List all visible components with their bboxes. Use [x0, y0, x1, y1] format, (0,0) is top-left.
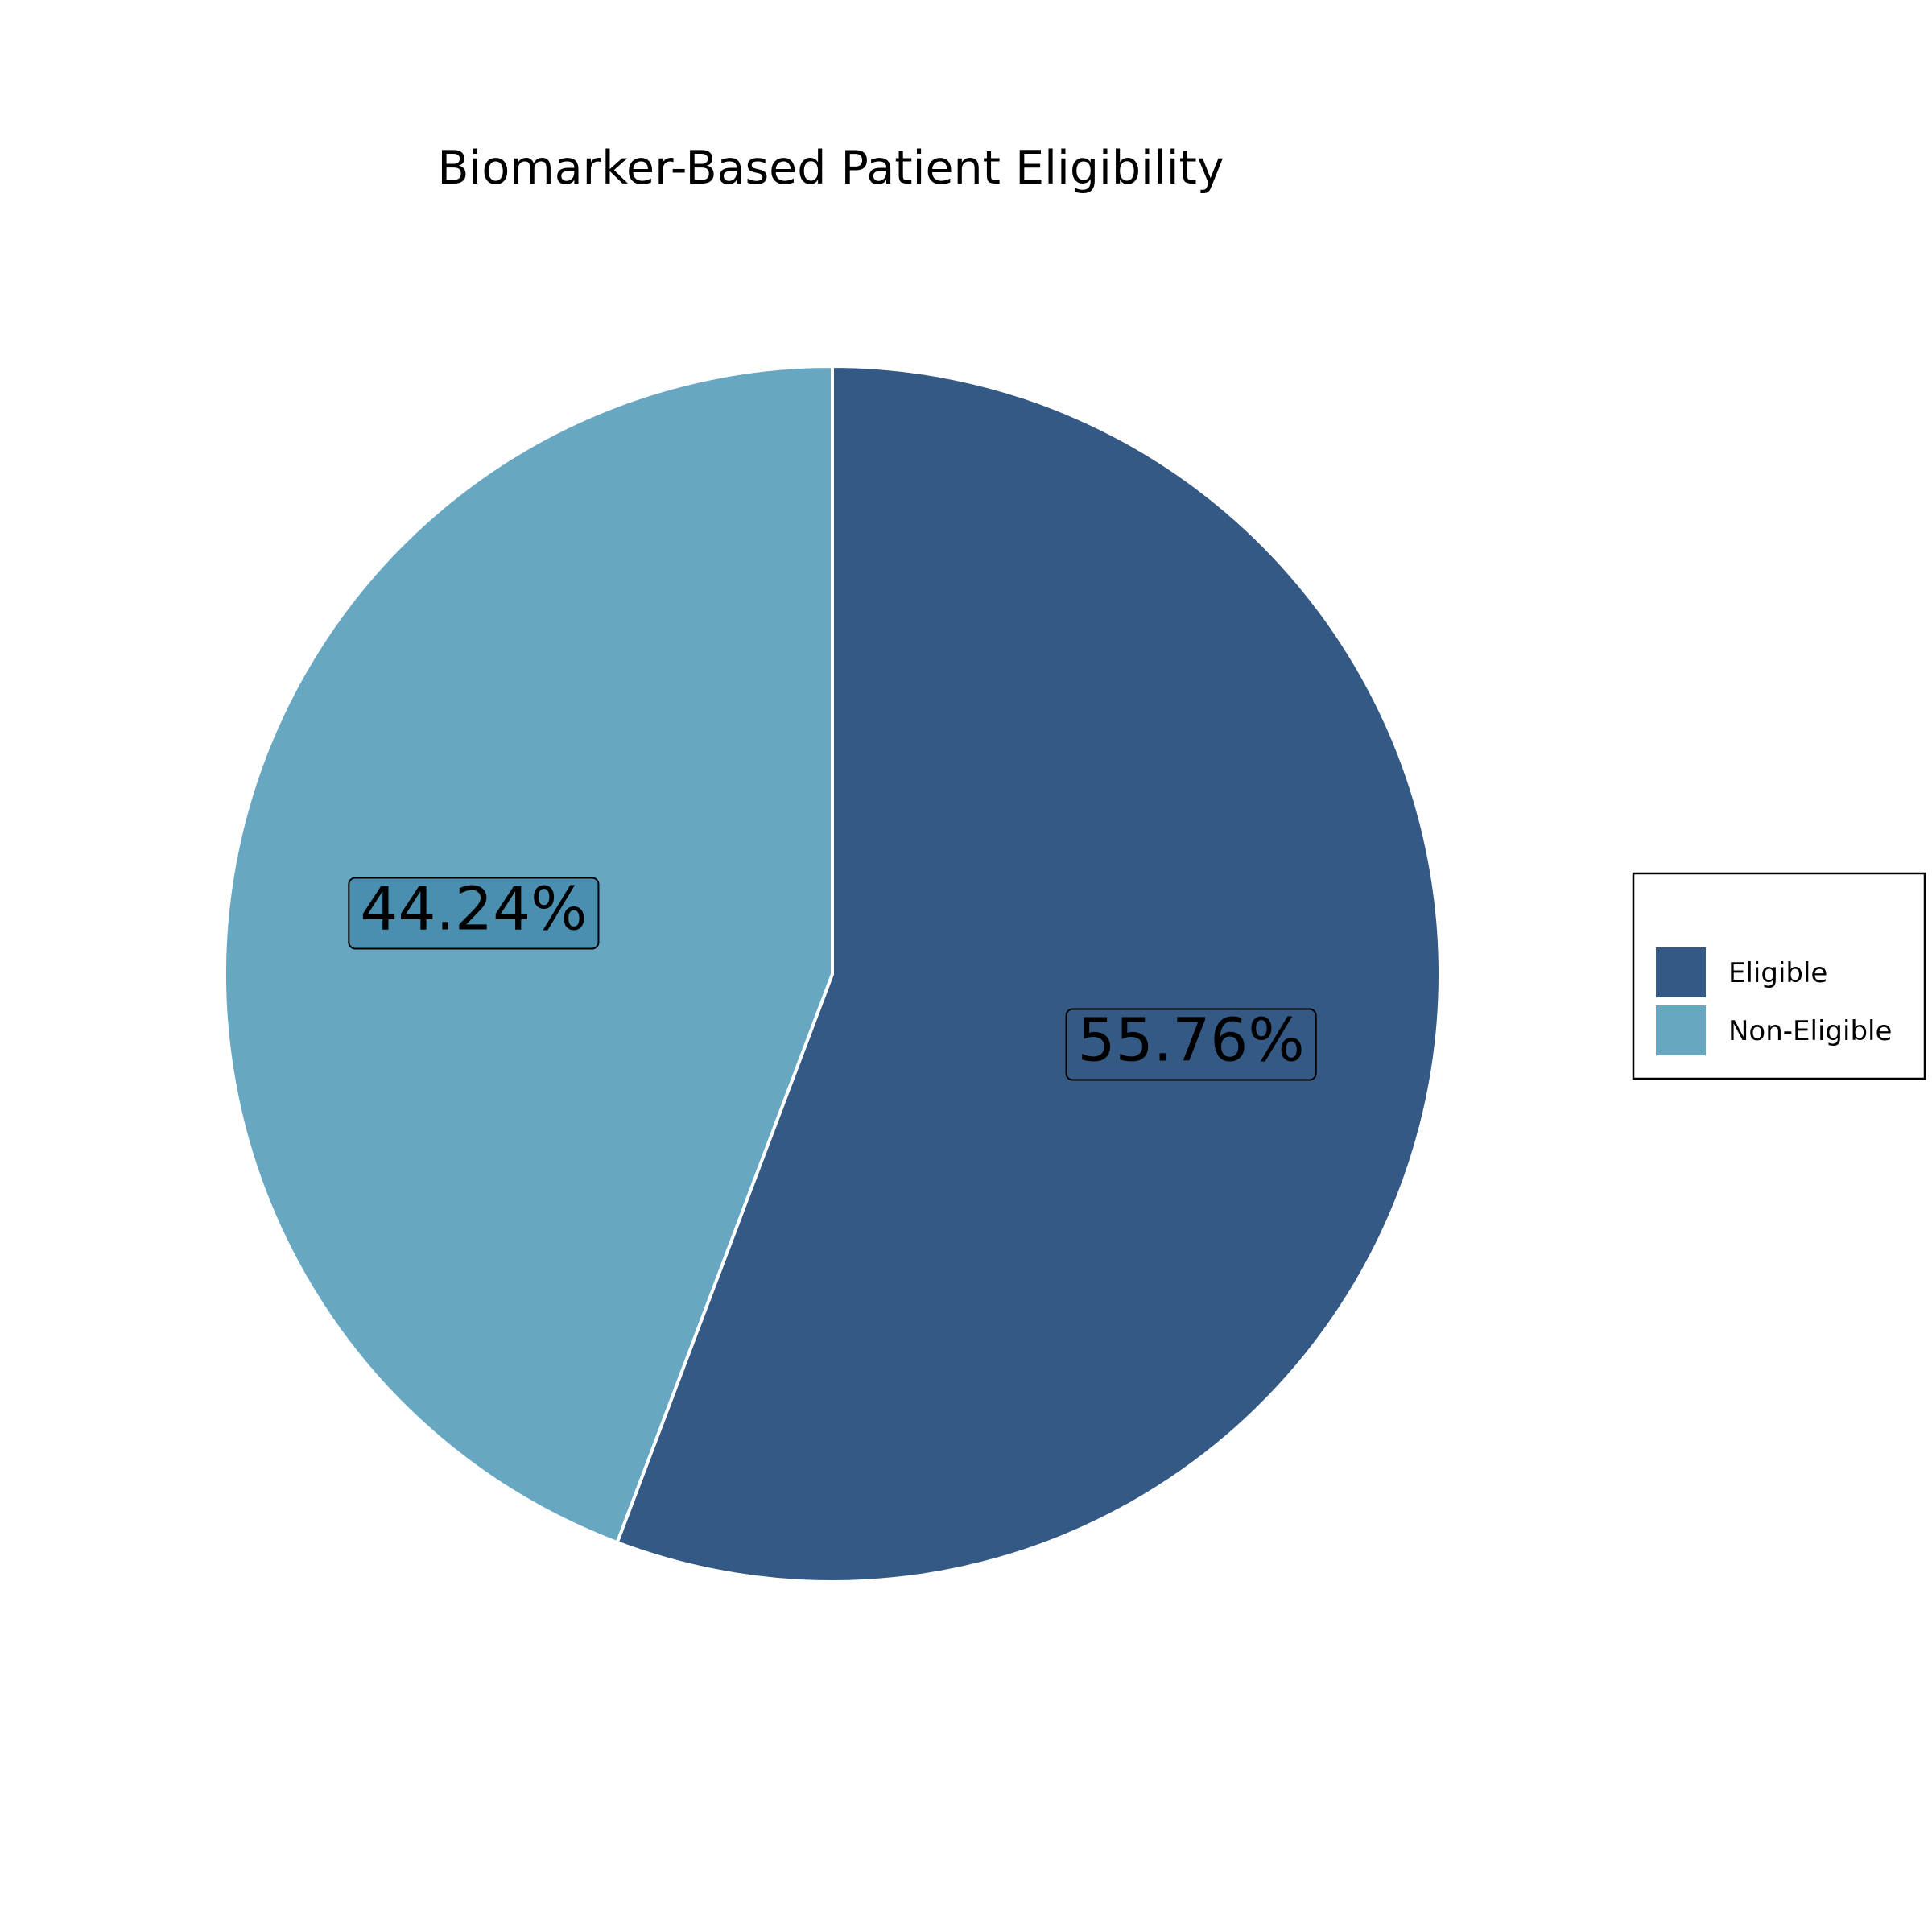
- legend-label: Eligible: [1728, 957, 1827, 989]
- legend-label: Non-Eligible: [1728, 1015, 1892, 1047]
- pie-slice-non-eligible: [223, 364, 834, 1545]
- slice-label-non-eligible: 44.24%: [348, 874, 600, 950]
- legend-items: Eligible Non-Eligible: [1656, 947, 1892, 1055]
- slice-percent-text: 44.24%: [360, 874, 587, 943]
- pie-slices: [223, 364, 1443, 1583]
- legend-swatch: [1656, 947, 1706, 997]
- slice-label-box: [1065, 1008, 1317, 1081]
- slice-label-eligible: 55.76%: [1065, 1006, 1317, 1081]
- legend: Eligible Non-Eligible: [1632, 872, 1926, 1080]
- slice-labels: 55.76% 44.24%: [348, 874, 1317, 1081]
- chart-title: Biomarker-Based Patient Eligibility: [437, 142, 1224, 195]
- slice-percent-text: 55.76%: [1078, 1006, 1305, 1075]
- legend-swatch: [1656, 1005, 1706, 1055]
- slice-label-box: [348, 877, 600, 950]
- pie-slice-eligible: [615, 364, 1443, 1583]
